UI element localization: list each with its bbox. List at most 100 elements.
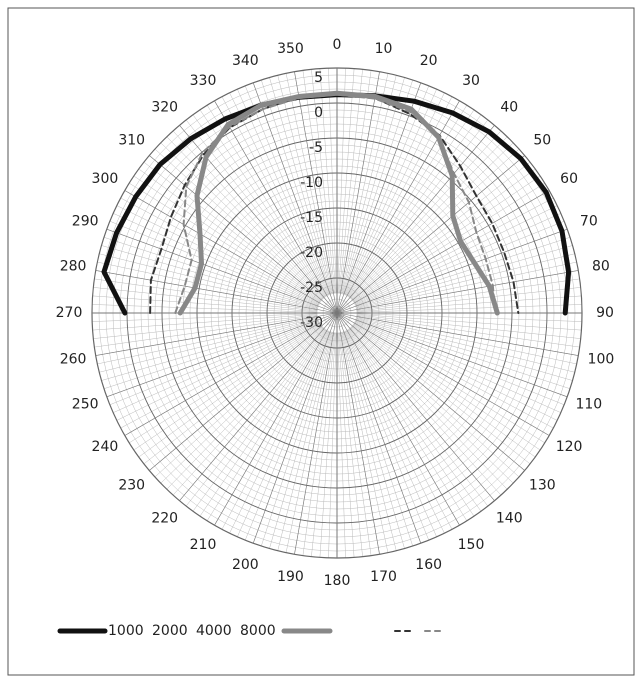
grid-spoke: [336, 270, 579, 314]
grid-spoke: [252, 82, 338, 314]
r-tick-label: -20: [300, 245, 323, 261]
minor-grid-spoke: [120, 321, 320, 429]
r-tick-label: -10: [300, 175, 323, 191]
theta-tick-label: 20: [420, 53, 438, 69]
minor-grid-spoke: [355, 237, 571, 308]
minor-grid-spoke: [341, 331, 397, 551]
minor-grid-spoke: [354, 205, 558, 305]
minor-grid-spoke: [355, 245, 573, 308]
minor-grid-spoke: [353, 323, 541, 451]
minor-grid-spoke: [338, 332, 363, 557]
minor-grid-spoke: [355, 318, 573, 381]
theta-tick-label: 190: [277, 569, 304, 585]
minor-grid-spoke: [344, 330, 437, 537]
minor-grid-spoke: [347, 329, 475, 517]
grid-spoke: [336, 228, 568, 314]
minor-grid-spoke: [341, 75, 397, 295]
grid-spoke: [336, 312, 550, 436]
minor-grid-spoke: [342, 79, 413, 295]
theta-tick-label: 100: [588, 352, 615, 368]
minor-grid-spoke: [340, 332, 389, 553]
minor-grid-spoke: [101, 318, 319, 381]
minor-grid-spoke: [116, 205, 320, 305]
minor-grid-spoke: [99, 253, 319, 309]
legend-label: 4000: [196, 623, 232, 639]
minor-grid-spoke: [143, 161, 322, 302]
minor-grid-spoke: [93, 287, 318, 312]
grid-spoke: [336, 312, 422, 544]
grid-spoke: [252, 312, 338, 544]
minor-grid-spoke: [337, 68, 346, 294]
grid-spoke: [294, 71, 338, 314]
minor-grid-spoke: [160, 142, 324, 300]
minor-grid-spoke: [349, 130, 502, 299]
minor-grid-spoke: [351, 148, 520, 301]
grid-spoke: [149, 312, 338, 471]
minor-grid-spoke: [185, 328, 326, 507]
minor-grid-spoke: [261, 79, 332, 295]
minor-grid-spoke: [94, 278, 318, 311]
r-tick-label: 5: [314, 70, 323, 86]
theta-tick-label: 50: [533, 133, 551, 149]
minor-grid-spoke: [344, 331, 430, 541]
minor-grid-spoke: [344, 89, 437, 296]
minor-grid-spoke: [354, 321, 554, 429]
minor-grid-spoke: [348, 328, 482, 512]
minor-grid-spoke: [109, 220, 319, 306]
theta-tick-label: 40: [500, 100, 518, 116]
minor-grid-spoke: [166, 136, 324, 300]
minor-grid-spoke: [277, 331, 333, 551]
grid-spoke: [214, 100, 338, 314]
theta-tick-label: 210: [190, 537, 217, 553]
minor-grid-spoke: [109, 320, 319, 406]
minor-grid-spoke: [221, 96, 329, 296]
minor-grid-spoke: [237, 89, 330, 296]
theta-tick-label: 30: [462, 73, 480, 89]
grid-spoke: [336, 82, 422, 314]
theta-tick-label: 300: [92, 171, 119, 187]
theta-tick-label: 260: [60, 352, 87, 368]
minor-grid-spoke: [355, 320, 565, 406]
minor-grid-spoke: [345, 330, 445, 534]
minor-grid-spoke: [356, 278, 580, 311]
minor-grid-spoke: [133, 175, 321, 303]
minor-grid-spoke: [355, 317, 575, 373]
minor-grid-spoke: [354, 213, 561, 306]
theta-tick-label: 130: [529, 477, 556, 493]
series-line: [177, 90, 500, 316]
grid-spoke: [179, 312, 338, 501]
grid-spoke: [336, 125, 495, 314]
minor-grid-spoke: [285, 332, 334, 553]
minor-grid-spoke: [356, 316, 577, 365]
minor-grid-spoke: [199, 329, 327, 517]
r-tick-label: -30: [300, 315, 323, 331]
legend-label: 2000: [152, 623, 188, 639]
theta-tick-label: 220: [151, 510, 178, 526]
grid-spoke: [124, 312, 338, 436]
minor-grid-spoke: [353, 182, 545, 303]
theta-tick-label: 90: [596, 305, 614, 321]
minor-grid-spoke: [172, 130, 325, 299]
minor-grid-spoke: [116, 321, 320, 421]
minor-grid-spoke: [342, 331, 413, 547]
minor-grid-spoke: [339, 70, 372, 294]
minor-grid-spoke: [340, 73, 389, 294]
frame: [7, 7, 635, 676]
minor-grid-spoke: [269, 77, 332, 295]
minor-grid-spoke: [237, 330, 330, 537]
minor-grid-spoke: [244, 331, 330, 541]
minor-grid-spoke: [103, 318, 319, 389]
theta-tick-label: 320: [151, 100, 178, 116]
theta-tick-label: 0: [333, 37, 342, 53]
theta-tick-label: 110: [575, 397, 602, 413]
minor-grid-spoke: [352, 324, 536, 458]
minor-grid-spoke: [154, 325, 323, 478]
minor-grid-spoke: [350, 326, 508, 490]
grid-spoke: [336, 312, 495, 501]
minor-grid-spoke: [269, 331, 332, 549]
grid-spoke: [294, 312, 338, 555]
minor-grid-spoke: [92, 304, 318, 313]
minor-grid-spoke: [311, 69, 336, 294]
minor-grid-spoke: [356, 314, 582, 331]
